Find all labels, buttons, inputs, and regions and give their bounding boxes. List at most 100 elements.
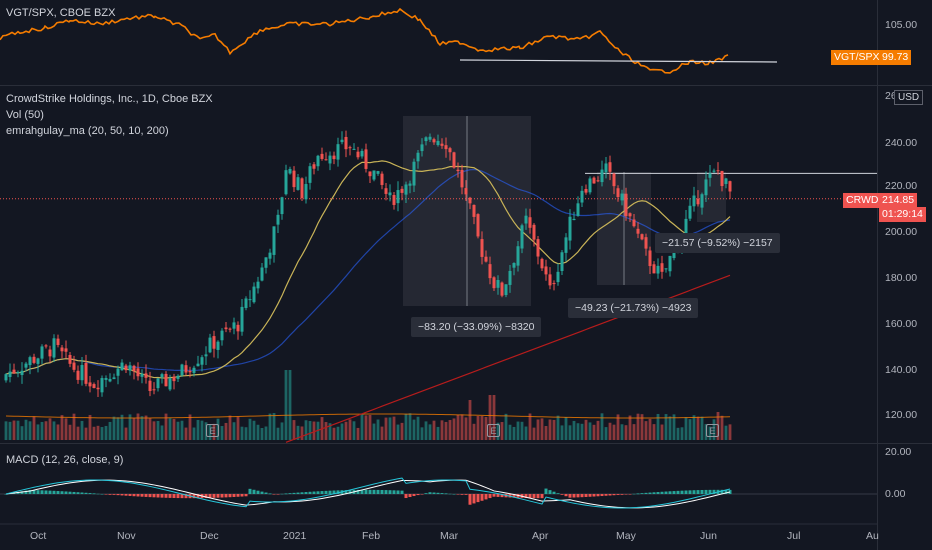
price-axis-200: 200.00 — [885, 226, 918, 238]
volume-bar — [616, 414, 620, 440]
time-axis-jul: Jul — [787, 530, 801, 542]
macd-histogram-bar — [448, 493, 452, 495]
candle-body — [696, 198, 700, 205]
candle-body — [288, 168, 292, 174]
macd-histogram-bar — [324, 490, 328, 494]
volume-bar — [256, 424, 260, 440]
macd-histogram-bar — [532, 494, 536, 499]
macd-histogram-bar — [384, 490, 388, 494]
candle-body — [164, 373, 168, 387]
volume-bar — [40, 421, 44, 440]
candle-body — [192, 367, 196, 373]
candle-body — [592, 177, 596, 184]
volume-bar — [140, 416, 144, 440]
macd-histogram-bar — [648, 492, 652, 494]
volume-bar — [712, 419, 716, 440]
volume-bar — [192, 427, 196, 440]
panel-divider-macd[interactable] — [0, 443, 932, 444]
macd-histogram-bar — [204, 494, 208, 499]
macd-histogram-bar — [312, 491, 316, 494]
candle-body — [520, 225, 524, 249]
macd-histogram-bar — [220, 494, 224, 498]
volume-bar — [536, 419, 540, 440]
volume-bar — [416, 416, 420, 440]
volume-bar — [660, 424, 664, 440]
price-axis-180: 180.00 — [885, 272, 918, 284]
volume-bar — [252, 420, 256, 440]
panel-divider-top[interactable] — [0, 85, 932, 86]
volume-bar — [56, 424, 60, 440]
volume-bar — [224, 422, 228, 440]
candle-body — [384, 188, 388, 194]
macd-histogram-bar — [388, 490, 392, 494]
volume-bar — [384, 417, 388, 440]
volume-bar — [276, 427, 280, 440]
main-panel-title: CrowdStrike Holdings, Inc., 1D, Cboe BZX — [6, 93, 213, 105]
earnings-icon-jun[interactable]: E — [706, 424, 719, 437]
candle-body — [488, 264, 492, 279]
volume-bar — [312, 421, 316, 440]
currency-button[interactable]: USD — [894, 90, 924, 105]
volume-bar — [152, 421, 156, 440]
macd-histogram-bar — [60, 491, 64, 494]
candle-body — [312, 164, 316, 169]
candle-body — [12, 369, 16, 374]
macd-histogram-bar — [728, 489, 732, 494]
volume-bar — [584, 419, 588, 440]
earnings-icon-dec[interactable]: E — [206, 424, 219, 437]
candle-body — [132, 365, 136, 372]
measure-label-2[interactable]: −49.23 (−21.73%) −4923 — [568, 298, 699, 318]
macd-histogram-bar — [256, 490, 260, 494]
volume-bar — [356, 427, 360, 440]
volume-ma-line — [5, 413, 731, 419]
price-axis-240: 240.00 — [885, 137, 918, 149]
volume-bar — [728, 424, 732, 440]
candle-body — [432, 139, 436, 143]
candle-body — [244, 298, 248, 308]
macd-histogram-bar — [700, 490, 704, 494]
candle-body — [300, 178, 304, 198]
macd-histogram-bar — [224, 494, 228, 498]
candle-body — [648, 250, 652, 267]
volume-bar — [184, 427, 188, 440]
volume-bar — [500, 422, 504, 440]
candle-body — [108, 378, 112, 382]
macd-signal-line — [5, 479, 731, 509]
macd-histogram-bar — [556, 493, 560, 495]
measure-label-1[interactable]: −83.20 (−33.09%) −8320 — [411, 317, 542, 337]
volume-bar — [560, 425, 564, 440]
earnings-icon-mar[interactable]: E — [487, 424, 500, 437]
volume-bar — [52, 421, 56, 440]
volume-bar — [164, 413, 168, 440]
macd-histogram-bar — [672, 491, 676, 494]
macd-histogram-bar — [280, 493, 284, 495]
volume-bar — [180, 420, 184, 440]
volume-bar — [324, 422, 328, 440]
candle-body — [388, 192, 392, 196]
volume-bar — [448, 420, 452, 440]
candle-body — [200, 357, 204, 365]
macd-histogram-bar — [264, 492, 268, 494]
volume-bar — [464, 417, 468, 440]
macd-histogram-bar — [600, 494, 604, 497]
candle-body — [280, 197, 284, 215]
candle-body — [88, 382, 92, 387]
volume-bar — [380, 426, 384, 440]
macd-histogram-bar — [52, 490, 56, 494]
candle-body — [204, 354, 208, 357]
macd-histogram-bar — [172, 494, 176, 498]
macd-histogram-bar — [456, 494, 460, 495]
candle-body — [628, 213, 632, 217]
volume-bar — [604, 427, 608, 440]
macd-histogram-bar — [136, 494, 140, 497]
macd-histogram-bar — [392, 490, 396, 494]
candle-body — [80, 365, 84, 381]
volume-bar — [504, 413, 508, 440]
candle-body — [20, 370, 24, 376]
candle-body — [540, 258, 544, 269]
top-axis-label-105: 105.00 — [885, 19, 918, 31]
volume-bar — [404, 413, 408, 440]
measure-label-3[interactable]: −21.57 (−9.52%) −2157 — [655, 233, 780, 253]
